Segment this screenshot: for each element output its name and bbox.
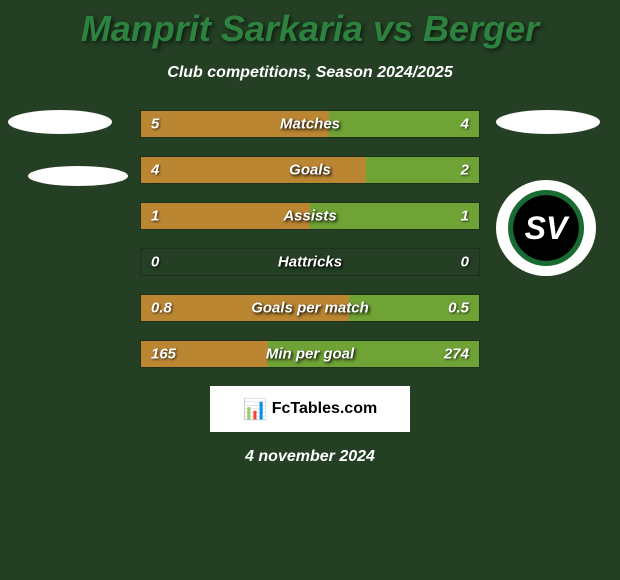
left-player-placeholder [8, 110, 128, 186]
placeholder-ellipse [28, 166, 128, 186]
watermark: 📊 FcTables.com [210, 386, 410, 432]
bar-label: Goals [289, 162, 331, 179]
bar-label: Matches [280, 116, 340, 133]
bar-value-left: 0 [151, 254, 159, 271]
chart-area: SV 54Matches42Goals11Assists00Hattricks0… [0, 110, 620, 368]
watermark-text: FcTables.com [272, 400, 378, 418]
right-player-placeholder: SV [496, 110, 600, 276]
club-logo: SV [496, 180, 596, 276]
page-title: Manprit Sarkaria vs Berger [0, 0, 620, 50]
bar-row: 0 0 Hattricks [140, 248, 480, 276]
chart-icon: 📊 [243, 397, 268, 422]
bar-label: Goals per match [251, 300, 369, 317]
bar-row: 0.8 0.5 Goals per match [140, 294, 480, 322]
bar-value-right: 2 [461, 162, 469, 179]
bar-row: 4 2 Goals [140, 156, 480, 184]
bar-label: Min per goal [266, 346, 354, 363]
placeholder-ellipse [8, 110, 112, 134]
bar-value-right: 1 [461, 208, 469, 225]
bar-value-left: 165 [151, 346, 176, 363]
bar-value-right: 274 [444, 346, 469, 363]
bar-value-right: 0 [461, 254, 469, 271]
bar-value-left: 5 [151, 116, 159, 133]
bar-value-right: 0.5 [448, 300, 469, 317]
page-subtitle: Club competitions, Season 2024/2025 [0, 64, 620, 82]
bar-row: 165 274 Min per goal [140, 340, 480, 368]
bar-row: 1 1 Assists [140, 202, 480, 230]
bar-value-left: 4 [151, 162, 159, 179]
bars-container: 54Matches42Goals11Assists00Hattricks0.80… [140, 110, 480, 368]
bar-row: 5 4 Matches [140, 110, 480, 138]
bar-label: Hattricks [278, 254, 342, 271]
sv-badge-icon: SV [504, 186, 588, 270]
bar-label: Assists [283, 208, 336, 225]
bar-left-fill [141, 157, 366, 183]
bar-value-left: 1 [151, 208, 159, 225]
placeholder-ellipse [496, 110, 600, 134]
bar-value-left: 0.8 [151, 300, 172, 317]
date-label: 4 november 2024 [0, 448, 620, 466]
bar-value-right: 4 [461, 116, 469, 133]
bar-right-fill [329, 111, 479, 137]
